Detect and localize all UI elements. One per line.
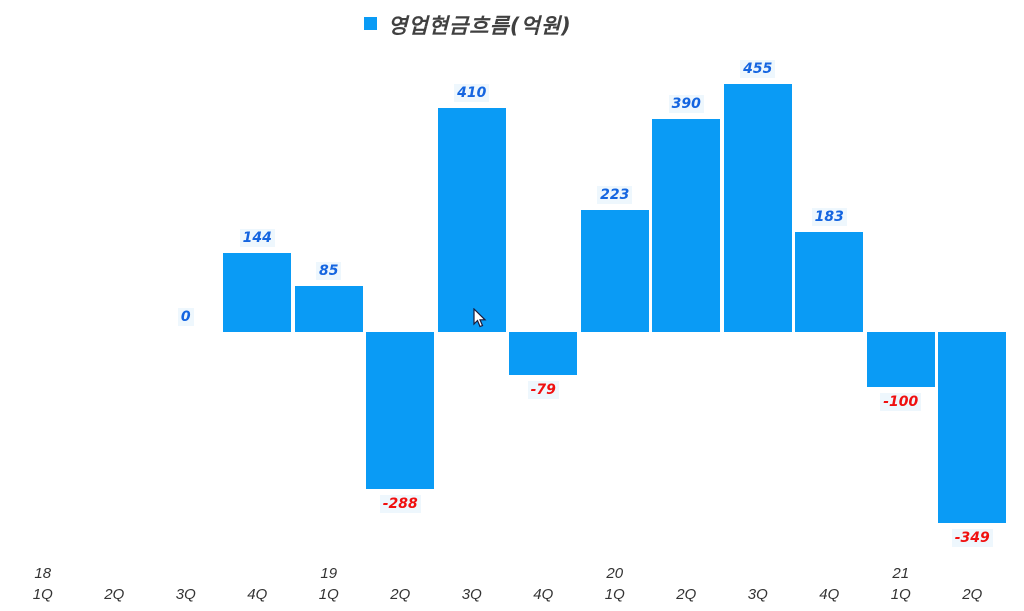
data-label-text: -79 — [527, 381, 559, 400]
data-label: 0 — [156, 308, 216, 326]
x-axis-quarter-label: 1Q — [318, 586, 339, 603]
x-axis-quarter-label: 4Q — [819, 586, 840, 603]
data-label: 183 — [799, 208, 859, 227]
bar-9 — [652, 119, 721, 332]
data-label: 410 — [442, 84, 502, 103]
bar-5 — [366, 332, 435, 490]
bar-6 — [437, 108, 506, 332]
data-label: -79 — [513, 381, 573, 400]
legend-swatch — [364, 17, 377, 30]
data-label: -100 — [871, 392, 931, 411]
bar-13 — [938, 332, 1007, 523]
data-label-text: 85 — [316, 261, 342, 280]
x-axis-year-label: 18 — [34, 565, 52, 582]
bar-3 — [223, 253, 292, 332]
chart-legend: 영업현금흐름(억원) — [0, 8, 1024, 38]
data-label-text: 0 — [177, 308, 194, 326]
data-label-text: -349 — [951, 528, 993, 547]
x-axis-quarter-label: 1Q — [32, 586, 53, 603]
data-label: -288 — [370, 495, 430, 514]
data-label: 85 — [299, 261, 359, 280]
data-label-text: 183 — [811, 208, 847, 227]
x-axis-quarter-label: 2Q — [104, 586, 125, 603]
x-axis-quarter-label: 4Q — [533, 586, 554, 603]
bar-8 — [580, 210, 649, 332]
data-label-text: -288 — [379, 495, 421, 514]
bar-4 — [294, 285, 363, 332]
data-label-text: 410 — [454, 84, 490, 103]
data-label: 144 — [227, 229, 287, 248]
data-label: -349 — [942, 528, 1002, 547]
x-axis-year-label: 19 — [320, 565, 338, 582]
x-axis-year-label: 21 — [892, 565, 910, 582]
x-axis-quarter-label: 3Q — [175, 586, 196, 603]
x-axis-quarter-label: 3Q — [747, 586, 768, 603]
x-axis-quarter-label: 3Q — [461, 586, 482, 603]
bar-10 — [723, 83, 792, 332]
x-axis-quarter-label: 2Q — [676, 586, 697, 603]
data-label-text: -100 — [880, 392, 922, 411]
data-label-text: 144 — [239, 229, 275, 248]
x-axis-quarter-label: 2Q — [962, 586, 983, 603]
bar-12 — [866, 332, 935, 387]
x-axis-quarter-label: 4Q — [247, 586, 268, 603]
x-axis-quarter-label: 1Q — [890, 586, 911, 603]
legend-label: 영업현금흐름(억원) — [388, 14, 572, 38]
mouse-cursor-icon — [473, 308, 487, 328]
data-label-text: 390 — [668, 95, 704, 114]
data-label: 390 — [656, 95, 716, 114]
data-label: 455 — [728, 59, 788, 78]
data-label-text: 455 — [740, 59, 776, 78]
x-axis-year-label: 20 — [606, 565, 624, 582]
bar-7 — [509, 332, 578, 376]
x-axis-quarter-label: 2Q — [390, 586, 411, 603]
data-label-text: 223 — [597, 186, 633, 205]
data-label: 223 — [585, 186, 645, 205]
bar-11 — [795, 232, 864, 332]
x-axis-quarter-label: 1Q — [604, 586, 625, 603]
